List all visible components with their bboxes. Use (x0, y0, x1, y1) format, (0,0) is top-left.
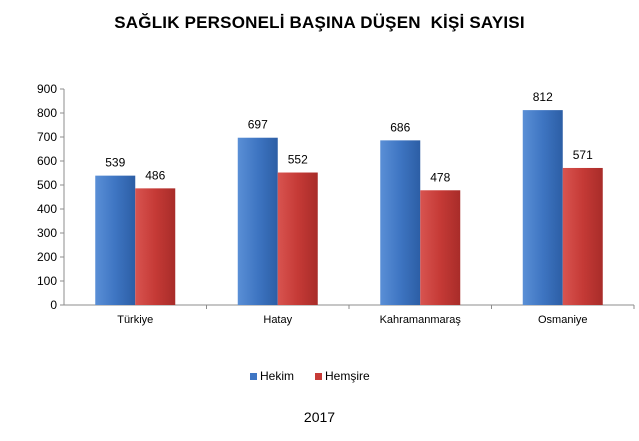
data-label: 571 (573, 148, 593, 162)
legend-label: Hekim (260, 369, 294, 383)
legend-label: Hemşire (325, 369, 370, 383)
y-tick-label: 700 (37, 130, 57, 144)
data-label: 486 (145, 168, 165, 182)
data-label: 686 (390, 120, 410, 134)
bar-hemşire-2 (277, 172, 318, 305)
bar-hekim-4 (522, 110, 563, 306)
chart-title: SAĞLIK PERSONELİ BAŞINA DÜŞEN KİŞİ SAYIS… (114, 13, 525, 32)
bar-hekim-1 (95, 175, 136, 305)
x-tick-label: Kahramanmaraş (380, 314, 462, 326)
x-tick-label: Osmaniye (538, 314, 588, 326)
x-tick-label: Türkiye (117, 314, 153, 326)
footer-year: 2017 (303, 409, 336, 425)
bar-hekim-3 (380, 140, 421, 305)
data-label: 478 (430, 170, 450, 184)
bar-hekim-2 (237, 137, 278, 305)
data-label: 812 (533, 90, 553, 104)
data-label: 539 (105, 156, 125, 170)
y-tick-label: 0 (50, 298, 57, 312)
data-label: 697 (248, 118, 268, 132)
y-tick-label: 400 (37, 202, 57, 216)
x-tick-label: Hatay (263, 314, 292, 326)
y-tick-label: 500 (37, 178, 57, 192)
y-tick-label: 900 (37, 82, 57, 96)
legend-swatch-hemşire (315, 373, 322, 380)
bar-hemşire-4 (562, 167, 603, 305)
y-tick-label: 200 (37, 250, 57, 264)
y-tick-label: 100 (37, 274, 57, 288)
bar-hemşire-1 (135, 188, 176, 305)
y-tick-label: 600 (37, 154, 57, 168)
y-tick-label: 800 (37, 106, 57, 120)
data-label: 552 (288, 153, 308, 167)
bar-hemşire-3 (420, 190, 461, 305)
y-tick-label: 300 (37, 226, 57, 240)
legend-swatch-hekim (250, 373, 257, 380)
